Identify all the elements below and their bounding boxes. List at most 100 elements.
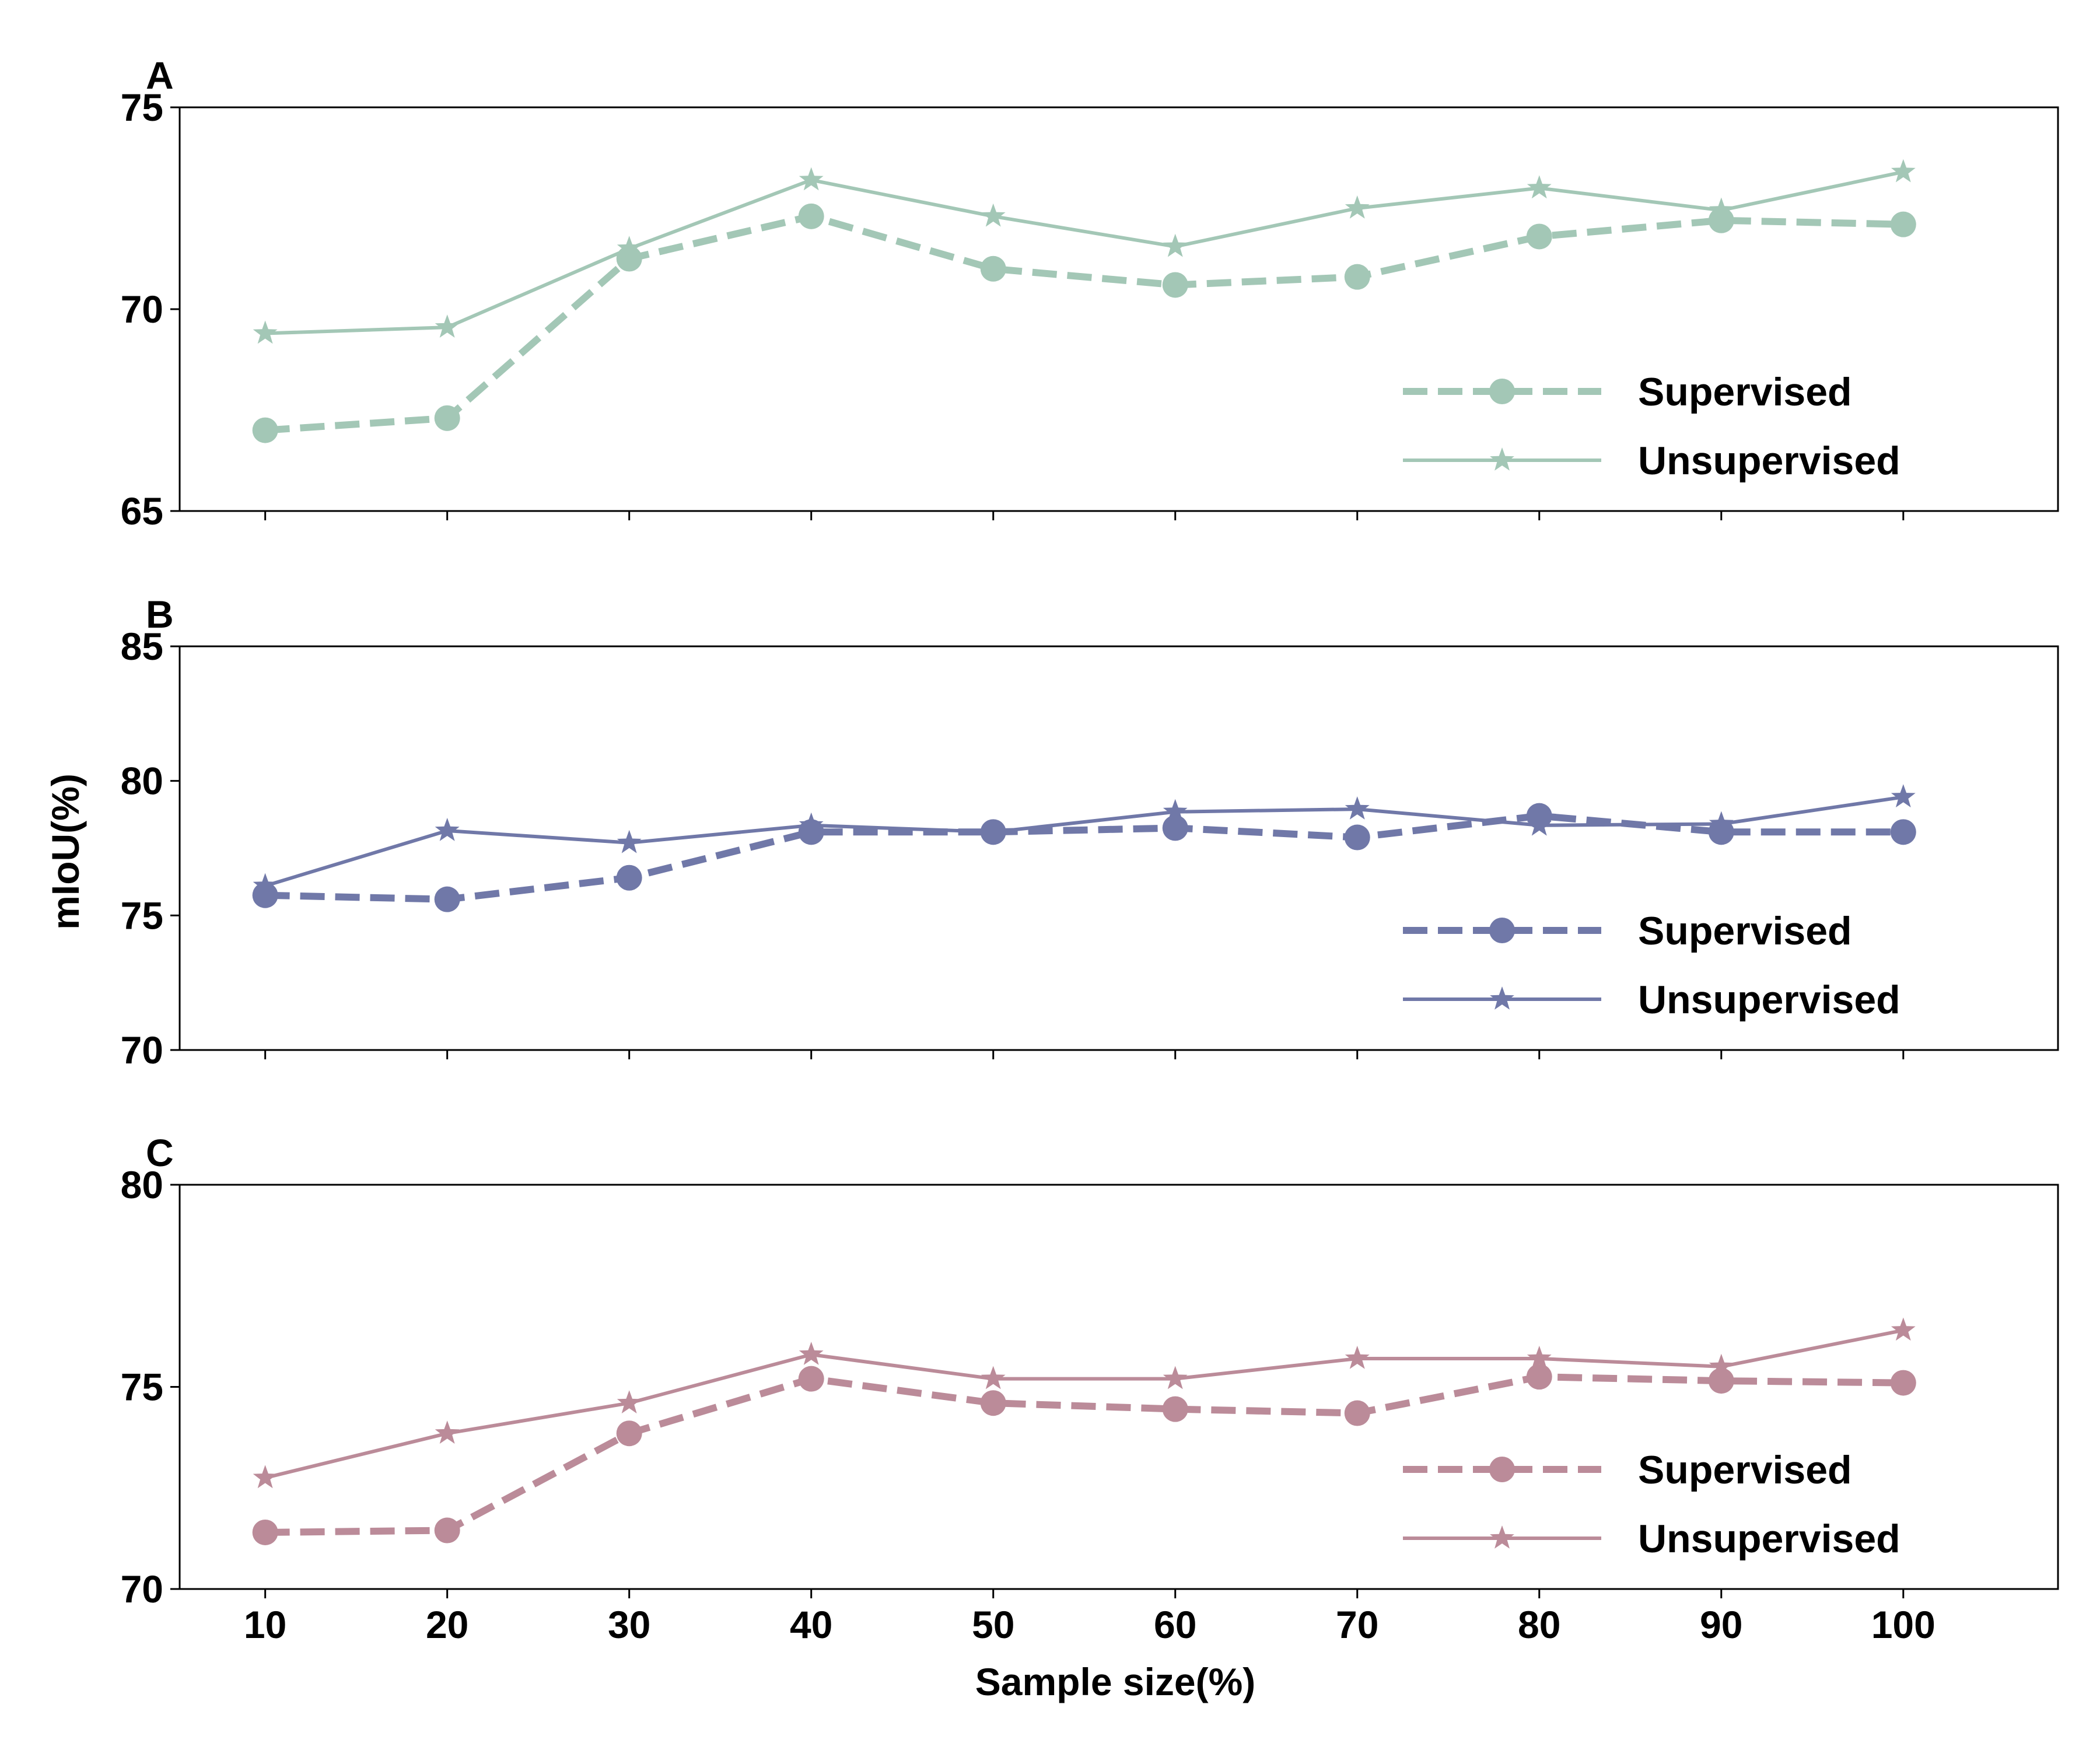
x-tick-label: 40 [790, 1603, 832, 1646]
data-point-unsupervised [1527, 175, 1552, 199]
panel-label: A [146, 54, 174, 97]
x-tick-label: 60 [1154, 1603, 1196, 1646]
data-point-unsupervised [1709, 197, 1734, 221]
y-tick-label: 75 [121, 1366, 163, 1409]
legend-marker-supervised [1489, 918, 1515, 943]
data-point-unsupervised [1345, 796, 1370, 820]
series-line-supervised [265, 212, 1903, 434]
legend: Supervised Unsupervised [1403, 1448, 1901, 1561]
data-point-unsupervised [981, 819, 1006, 843]
panel-label: B [146, 593, 174, 636]
data-point-unsupervised [1345, 195, 1370, 219]
legend-marker-supervised [1489, 1457, 1515, 1482]
data-point-supervised [252, 882, 278, 908]
data-point-unsupervised [435, 1420, 460, 1444]
data-point-unsupervised [799, 812, 824, 836]
data-point-supervised [1162, 272, 1188, 298]
data-point-unsupervised [435, 314, 460, 338]
x-tick-label: 20 [426, 1603, 468, 1646]
data-point-unsupervised [253, 873, 278, 897]
x-tick-label: 30 [608, 1603, 650, 1646]
data-point-unsupervised [1163, 799, 1188, 822]
legend-label-unsupervised: Unsupervised [1638, 439, 1901, 483]
panel-a: A 65 70 75 Supervised Unsupervised [121, 54, 2059, 533]
data-point-unsupervised [617, 830, 642, 853]
data-point-supervised [616, 1420, 642, 1447]
series-line-supervised [265, 1373, 1903, 1536]
y-tick-label: 75 [121, 86, 163, 129]
legend: Supervised Unsupervised [1403, 370, 1901, 483]
y-tick-label: 70 [121, 1567, 163, 1611]
data-point-supervised [252, 1519, 278, 1545]
data-point-unsupervised [253, 1465, 278, 1489]
data-point-supervised [1708, 207, 1734, 233]
data-point-unsupervised [435, 818, 460, 841]
data-point-supervised [616, 864, 642, 891]
data-point-supervised [1344, 264, 1370, 290]
data-point-supervised [434, 886, 460, 912]
data-point-supervised [1344, 1400, 1370, 1426]
series-line-unsupervised [265, 170, 1904, 335]
data-point-supervised [252, 417, 278, 443]
panel-b: B 70 75 80 85 Supervised Unsupervised [121, 593, 2059, 1072]
legend: Supervised Unsupervised [1403, 909, 1901, 1022]
x-tick-label: 90 [1700, 1603, 1742, 1646]
x-tick-label: 10 [244, 1603, 286, 1646]
data-point-unsupervised [1527, 812, 1552, 836]
data-point-unsupervised [617, 236, 642, 259]
data-point-supervised [1890, 211, 1916, 237]
legend-marker-unsupervised [1490, 1525, 1514, 1549]
y-tick-label: 75 [121, 894, 163, 937]
data-point-supervised [434, 405, 460, 431]
x-axis-label: Sample size(%) [975, 1660, 1256, 1703]
data-point-unsupervised [981, 203, 1006, 227]
series-line-unsupervised [264, 1328, 1904, 1480]
data-point-unsupervised [799, 1342, 824, 1365]
data-point-unsupervised [1891, 1317, 1916, 1341]
data-point-unsupervised [799, 167, 824, 191]
x-tick-label: 100 [1871, 1603, 1936, 1646]
plot-frame [178, 645, 2059, 1051]
panel-c: C 70 75 80 10 20 30 40 50 60 70 80 90 100 Supervised Un… [121, 1131, 2059, 1646]
data-point-unsupervised [617, 1390, 642, 1413]
legend-marker-unsupervised [1490, 447, 1514, 471]
y-tick-label: 70 [121, 288, 163, 331]
data-point-supervised [1890, 819, 1916, 845]
data-point-unsupervised [981, 1366, 1006, 1390]
data-point-unsupervised [253, 320, 278, 344]
y-tick-label: 70 [121, 1028, 163, 1072]
data-point-unsupervised [1345, 1346, 1370, 1369]
legend-label-supervised: Supervised [1638, 370, 1852, 414]
y-tick-label: 85 [121, 625, 163, 668]
legend-label-unsupervised: Unsupervised [1638, 1517, 1901, 1561]
series-line-supervised [265, 812, 1903, 903]
data-point-supervised [434, 1517, 460, 1544]
data-point-unsupervised [1527, 1346, 1552, 1369]
data-point-supervised [1526, 223, 1552, 250]
series-line-unsupervised [264, 795, 1904, 888]
legend-label-supervised: Supervised [1638, 909, 1852, 953]
legend-marker-unsupervised [1490, 986, 1514, 1010]
data-point-supervised [1708, 819, 1734, 845]
data-point-unsupervised [1709, 1353, 1734, 1377]
data-point-unsupervised [1709, 811, 1734, 835]
data-point-unsupervised [1163, 1366, 1188, 1390]
data-point-supervised [1162, 815, 1188, 841]
data-point-supervised [616, 246, 642, 272]
data-point-supervised [980, 1390, 1006, 1416]
data-point-supervised [1526, 1364, 1552, 1390]
data-point-unsupervised [1891, 784, 1916, 808]
data-point-supervised [1890, 1370, 1916, 1396]
x-tick-label: 50 [972, 1603, 1014, 1646]
x-tick-label: 70 [1336, 1603, 1378, 1646]
y-tick-label: 80 [121, 760, 163, 803]
data-point-supervised [980, 256, 1006, 282]
x-tick-label: 80 [1518, 1603, 1560, 1646]
data-point-supervised [798, 1366, 824, 1392]
legend-label-unsupervised: Unsupervised [1638, 978, 1901, 1022]
data-point-supervised [1344, 824, 1370, 850]
y-axis-label: mIoU(%) [44, 774, 87, 930]
data-point-unsupervised [1163, 233, 1188, 257]
data-point-supervised [1162, 1396, 1188, 1422]
